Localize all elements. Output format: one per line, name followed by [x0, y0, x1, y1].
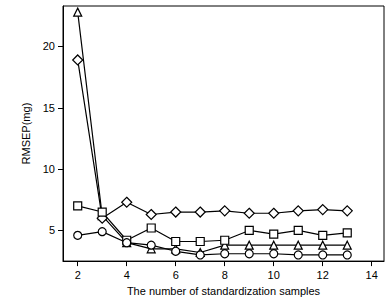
svg-text:10: 10 [268, 269, 280, 281]
svg-text:12: 12 [317, 269, 329, 281]
svg-text:5: 5 [49, 224, 55, 236]
svg-text:The number of standardization: The number of standardization samples [127, 285, 321, 297]
svg-text:15: 15 [43, 102, 55, 114]
svg-text:2: 2 [75, 269, 81, 281]
svg-text:4: 4 [124, 269, 130, 281]
svg-text:8: 8 [222, 269, 228, 281]
svg-text:20: 20 [43, 40, 55, 52]
svg-text:RMSEP(mg): RMSEP(mg) [20, 103, 32, 165]
svg-text:14: 14 [366, 269, 378, 281]
svg-text:10: 10 [43, 163, 55, 175]
svg-text:6: 6 [173, 269, 179, 281]
